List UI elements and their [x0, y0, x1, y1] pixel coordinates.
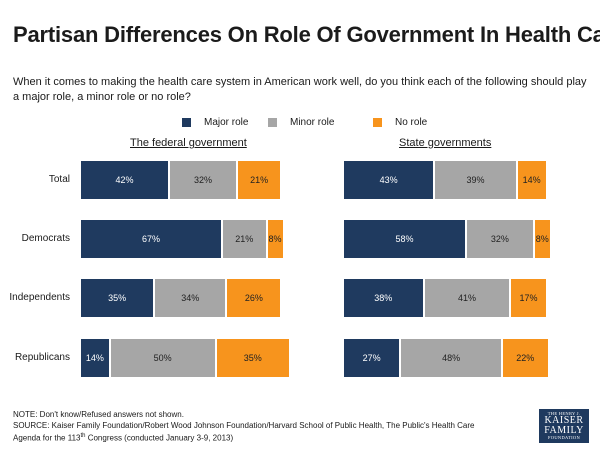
- bar-state-total-major: 43%: [343, 160, 435, 200]
- row-label-total: Total: [48, 174, 70, 185]
- bar-state-democrats-major: 58%: [343, 219, 466, 259]
- row-label-independents: Independents: [9, 292, 70, 303]
- bar-state-republicans-minor: 48%: [400, 338, 502, 378]
- bar-state-total-none: 14%: [516, 160, 547, 200]
- logo-line-1: THE HENRY J.: [547, 411, 581, 416]
- legend-swatch-minor: [268, 118, 277, 127]
- bar-federal-independents-major: 35%: [80, 278, 155, 318]
- row-label-republicans: Republicans: [14, 352, 70, 363]
- bar-federal-republicans-minor: 50%: [109, 338, 216, 378]
- logo-line-3: FAMILY: [544, 425, 584, 436]
- bar-federal-total-major: 42%: [80, 160, 170, 200]
- footnote-source: SOURCE: Kaiser Family Foundation/Robert …: [13, 421, 475, 430]
- bar-state-republicans-none: 22%: [502, 338, 549, 378]
- bar-state-independents-minor: 41%: [423, 278, 511, 318]
- bar-federal-democrats-minor: 21%: [222, 219, 267, 259]
- footnote-source-cont: Agenda for the 113th Congress (conducted…: [13, 431, 533, 444]
- legend-swatch-major: [182, 118, 191, 127]
- footnote-source-cont-text: Agenda for the 113: [13, 433, 81, 443]
- legend-label-major: Major role: [204, 117, 249, 128]
- bar-federal-republicans-none: 35%: [215, 338, 290, 378]
- row-label-democrats: Democrats: [21, 233, 70, 244]
- bar-federal-democrats-none: 8%: [266, 219, 284, 259]
- legend: Major role Minor role No role: [0, 117, 600, 131]
- survey-question: When it comes to making the health care …: [13, 76, 587, 103]
- bar-federal-total-none: 21%: [236, 160, 282, 200]
- bar-state-independents-major: 38%: [343, 278, 424, 318]
- bar-federal-independents-none: 26%: [226, 278, 282, 318]
- kaiser-logo: THE HENRY J. KAISER FAMILY FOUNDATION: [539, 409, 589, 443]
- footnote-superscript: th: [80, 433, 86, 439]
- panel-title-federal: The federal government: [130, 137, 247, 149]
- bar-state-republicans-major: 27%: [343, 338, 401, 378]
- logo-line-4: FOUNDATION: [548, 435, 580, 440]
- bar-state-total-minor: 39%: [434, 160, 517, 200]
- logo-line-2: KAISER: [544, 415, 584, 426]
- bar-federal-republicans-major: 14%: [80, 338, 110, 378]
- bar-federal-independents-minor: 34%: [154, 278, 227, 318]
- legend-label-none: No role: [395, 117, 428, 128]
- footnote-source-cont-text-2: Congress (conducted January 3-9, 2013): [85, 433, 234, 443]
- panel-title-state: State governments: [399, 137, 492, 149]
- legend-swatch-none: [373, 118, 382, 127]
- bar-state-democrats-none: 8%: [533, 219, 551, 259]
- bar-state-democrats-minor: 32%: [465, 219, 534, 259]
- chart-title: Partisan Differences On Role Of Governme…: [13, 22, 600, 47]
- bar-federal-total-minor: 32%: [169, 160, 237, 200]
- bar-state-independents-none: 17%: [510, 278, 547, 318]
- footnote: NOTE: Don't know/Refused answers not sho…: [13, 409, 533, 444]
- legend-label-minor: Minor role: [290, 117, 335, 128]
- bar-federal-democrats-major: 67%: [80, 219, 223, 259]
- footnote-note: NOTE: Don't know/Refused answers not sho…: [13, 410, 184, 419]
